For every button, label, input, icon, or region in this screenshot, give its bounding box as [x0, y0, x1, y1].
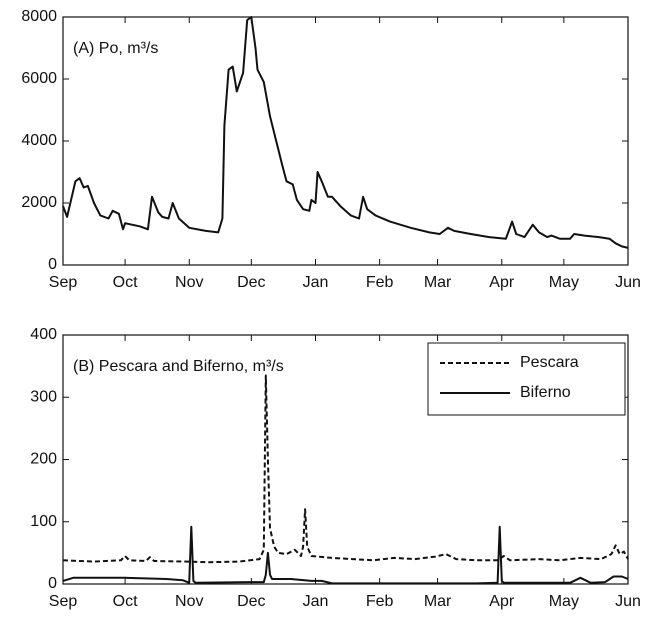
y-tick-label: 8000 [21, 8, 57, 25]
legend-label: Biferno [520, 384, 571, 401]
x-tick-label: Sep [49, 593, 78, 610]
x-tick-label: Feb [366, 274, 394, 291]
y-tick-label: 200 [30, 451, 57, 468]
data-line [62, 525, 629, 585]
legend-label: Pescara [520, 354, 579, 371]
y-tick-label: 400 [30, 326, 57, 343]
data-line [62, 374, 629, 564]
x-tick-label: Oct [113, 593, 138, 610]
x-tick-label: Oct [113, 274, 138, 291]
y-tick-label: 100 [30, 513, 57, 530]
x-tick-label: Dec [237, 593, 265, 610]
x-tick-label: Apr [489, 274, 515, 291]
x-tick-label: May [549, 593, 579, 610]
x-tick-label: Dec [237, 274, 265, 291]
x-tick-label: Jun [615, 593, 641, 610]
x-tick-label: Feb [366, 593, 394, 610]
y-tick-label: 0 [48, 256, 57, 273]
y-tick-label: 2000 [21, 194, 57, 211]
x-tick-label: Jan [303, 274, 329, 291]
y-tick-label: 300 [30, 388, 57, 405]
y-tick-label: 0 [48, 575, 57, 592]
x-tick-label: Nov [175, 274, 203, 291]
x-tick-label: Sep [49, 274, 78, 291]
y-tick-label: 6000 [21, 70, 57, 87]
annotation: (A) Po, m³/s [73, 40, 158, 57]
x-tick-label: Mar [424, 274, 452, 291]
x-tick-label: Mar [424, 593, 452, 610]
legend-frame [427, 342, 626, 416]
data-line [62, 16, 629, 249]
x-tick-label: Apr [489, 593, 515, 610]
x-tick-label: Jun [615, 274, 641, 291]
x-tick-label: May [549, 274, 579, 291]
x-tick-label: Nov [175, 593, 203, 610]
annotation: (B) Pescara and Biferno, m³/s [73, 358, 284, 375]
x-tick-label: Jan [303, 593, 329, 610]
y-tick-label: 4000 [21, 132, 57, 149]
